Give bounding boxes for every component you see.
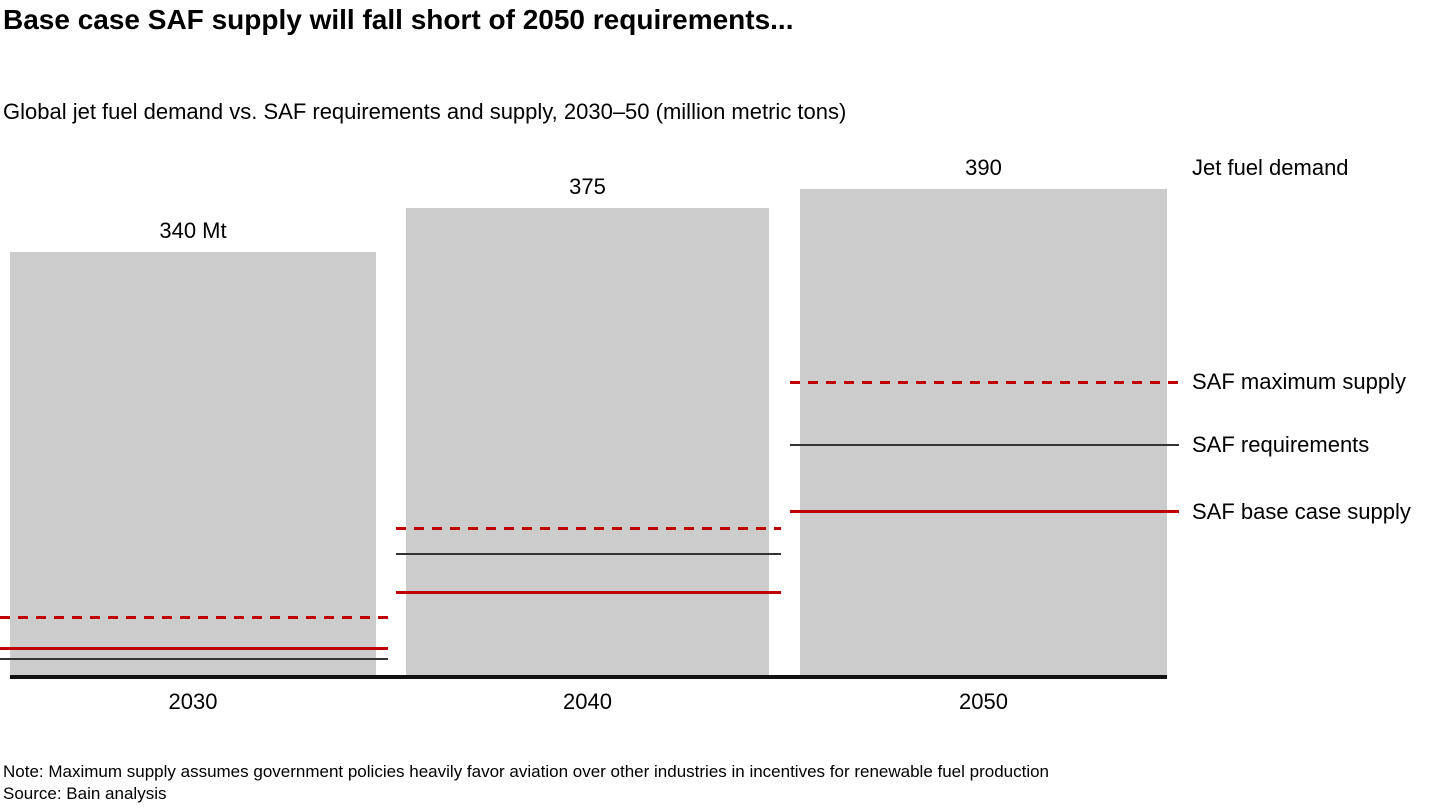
bar-value-label: 375 [569,174,606,200]
x-axis-tick-label: 2040 [563,689,612,714]
x-axis-line [10,675,1167,679]
x-axis-tick-label: 2050 [959,689,1008,714]
legend-jet-fuel-demand: Jet fuel demand [1192,155,1349,181]
saf-requirements-line [396,553,781,556]
chart-note: Note: Maximum supply assumes government … [3,762,1050,781]
jet-fuel-demand-bar [800,189,1167,675]
saf-base-case-supply-line [0,647,388,651]
chart-source: Source: Bain analysis [3,784,167,803]
saf-maximum-supply-line [0,616,388,620]
jet-fuel-demand-bar [406,208,769,675]
saf-maximum-supply-line [396,526,781,530]
saf-requirements-line [0,657,388,660]
saf-maximum-supply-line [790,380,1179,384]
saf-requirements-line [790,443,1179,446]
page-title: Base case SAF supply will fall short of … [3,4,794,35]
chart-subtitle: Global jet fuel demand vs. SAF requireme… [3,99,847,124]
saf-base-case-supply-line [396,591,781,595]
bar-value-label: 340 Mt [159,217,227,243]
x-axis-tick-label: 2030 [168,689,218,714]
legend-saf-base-case-supply: SAF base case supply [1192,498,1411,524]
jet-fuel-demand-bar [10,251,376,675]
legend-saf-maximum-supply: SAF maximum supply [1192,369,1406,395]
legend-saf-requirements: SAF requirements [1192,431,1370,457]
bar-value-label: 390 [965,155,1002,181]
saf-base-case-supply-line [790,510,1179,514]
